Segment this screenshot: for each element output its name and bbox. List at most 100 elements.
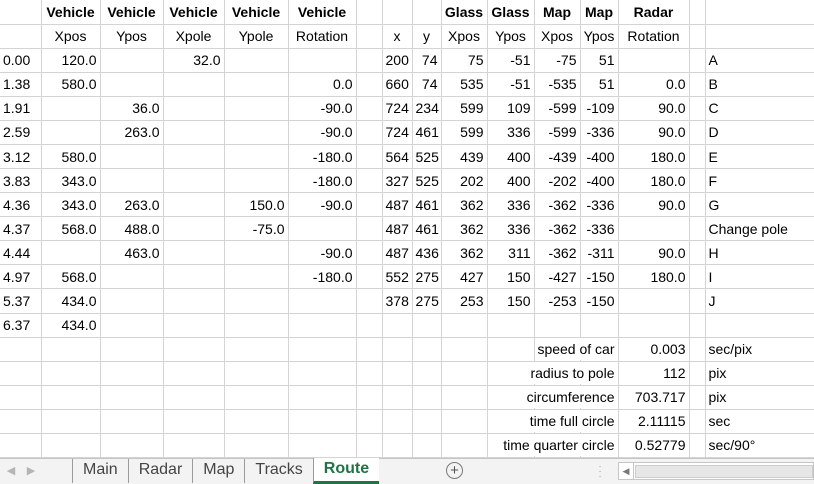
- cell[interactable]: [689, 313, 706, 338]
- cell[interactable]: 488.0: [100, 216, 164, 242]
- header-cell[interactable]: Radar: [618, 0, 690, 25]
- cell[interactable]: [412, 337, 442, 362]
- header-cell[interactable]: x: [382, 24, 413, 49]
- cell[interactable]: [356, 48, 383, 73]
- cell[interactable]: 3.83: [0, 168, 42, 194]
- parameter-value[interactable]: 703.717: [618, 385, 690, 410]
- cell[interactable]: [224, 337, 289, 362]
- cell[interactable]: [441, 361, 488, 386]
- cell[interactable]: [288, 361, 357, 386]
- cell[interactable]: [487, 409, 535, 434]
- cell[interactable]: [441, 313, 488, 338]
- cell[interactable]: 1.91: [0, 96, 42, 121]
- cell[interactable]: 6.37: [0, 313, 42, 338]
- cell[interactable]: 378: [382, 288, 413, 314]
- parameter-label[interactable]: radius to pole: [530, 361, 619, 386]
- cell[interactable]: 487: [382, 216, 413, 242]
- cell[interactable]: [441, 433, 488, 459]
- point-label-cell[interactable]: B: [705, 72, 814, 97]
- cell[interactable]: [689, 168, 706, 194]
- tab-radar[interactable]: Radar: [127, 459, 193, 483]
- nav-prev-icon[interactable]: ◀: [6, 465, 16, 477]
- cell[interactable]: -599: [534, 96, 581, 121]
- cell[interactable]: [382, 409, 413, 434]
- cell[interactable]: [618, 48, 690, 73]
- point-label-cell[interactable]: J: [705, 288, 814, 314]
- cell[interactable]: 4.97: [0, 264, 42, 290]
- cell[interactable]: [689, 433, 706, 459]
- cell[interactable]: [441, 337, 488, 362]
- cell[interactable]: -90.0: [288, 192, 357, 218]
- cell[interactable]: 90.0: [618, 192, 690, 218]
- cell[interactable]: 275: [412, 288, 442, 314]
- cell[interactable]: 75: [441, 48, 488, 73]
- tab-tracks[interactable]: Tracks: [244, 459, 312, 483]
- cell[interactable]: [356, 264, 383, 290]
- cell[interactable]: -336: [580, 120, 619, 145]
- cell[interactable]: [224, 433, 289, 459]
- cell[interactable]: [689, 288, 706, 314]
- cell[interactable]: 263.0: [100, 120, 164, 145]
- header-cell[interactable]: Vehicle: [100, 0, 164, 25]
- cell[interactable]: [288, 337, 357, 362]
- cell[interactable]: [163, 361, 225, 386]
- cell[interactable]: 552: [382, 264, 413, 290]
- cell[interactable]: [618, 288, 690, 314]
- header-cell[interactable]: [382, 0, 413, 25]
- cell[interactable]: 564: [382, 144, 413, 170]
- cell[interactable]: -439: [534, 144, 581, 170]
- cell[interactable]: 74: [412, 48, 442, 73]
- cell[interactable]: -400: [580, 168, 619, 194]
- header-cell[interactable]: [356, 0, 383, 25]
- scrollbar-thumb[interactable]: [635, 465, 813, 478]
- cell[interactable]: 109: [487, 96, 535, 121]
- cell[interactable]: 150.0: [224, 192, 289, 218]
- cell[interactable]: [224, 120, 289, 145]
- header-cell[interactable]: Map: [580, 0, 619, 25]
- cell[interactable]: [288, 433, 357, 459]
- cell[interactable]: 180.0: [618, 144, 690, 170]
- cell[interactable]: [224, 288, 289, 314]
- cell[interactable]: -362: [534, 240, 581, 266]
- parameter-unit[interactable]: sec/90°: [705, 433, 814, 459]
- cell[interactable]: 434.0: [41, 313, 101, 338]
- cell[interactable]: [382, 313, 413, 338]
- cell[interactable]: 200: [382, 48, 413, 73]
- cell[interactable]: [163, 264, 225, 290]
- cell[interactable]: [356, 433, 383, 459]
- header-cell[interactable]: Ypos: [100, 24, 164, 49]
- cell[interactable]: [100, 385, 164, 410]
- cell[interactable]: -336: [580, 192, 619, 218]
- cell[interactable]: 90.0: [618, 96, 690, 121]
- header-cell[interactable]: Rotation: [288, 24, 357, 49]
- cell[interactable]: [0, 385, 42, 410]
- point-label-cell[interactable]: F: [705, 168, 814, 194]
- cell[interactable]: 311: [487, 240, 535, 266]
- cell[interactable]: -180.0: [288, 264, 357, 290]
- cell[interactable]: [412, 433, 442, 459]
- cell[interactable]: [356, 361, 383, 386]
- cell[interactable]: [224, 168, 289, 194]
- cell[interactable]: -400: [580, 144, 619, 170]
- cell[interactable]: -90.0: [288, 96, 357, 121]
- cell[interactable]: [41, 361, 101, 386]
- cell[interactable]: [487, 337, 535, 362]
- cell[interactable]: 434.0: [41, 288, 101, 314]
- cell[interactable]: [163, 409, 225, 434]
- point-label-cell[interactable]: D: [705, 120, 814, 145]
- cell[interactable]: [0, 337, 42, 362]
- cell[interactable]: [356, 96, 383, 121]
- cell[interactable]: [689, 361, 706, 386]
- parameter-unit[interactable]: sec/pix: [705, 337, 814, 362]
- header-cell[interactable]: [705, 24, 814, 49]
- point-label-cell[interactable]: E: [705, 144, 814, 170]
- cell[interactable]: [534, 313, 581, 338]
- cell[interactable]: -109: [580, 96, 619, 121]
- cell[interactable]: -90.0: [288, 240, 357, 266]
- cell[interactable]: [163, 72, 225, 97]
- cell[interactable]: 32.0: [163, 48, 225, 73]
- cell[interactable]: [356, 313, 383, 338]
- cell[interactable]: [356, 192, 383, 218]
- cell[interactable]: [288, 48, 357, 73]
- cell[interactable]: [689, 96, 706, 121]
